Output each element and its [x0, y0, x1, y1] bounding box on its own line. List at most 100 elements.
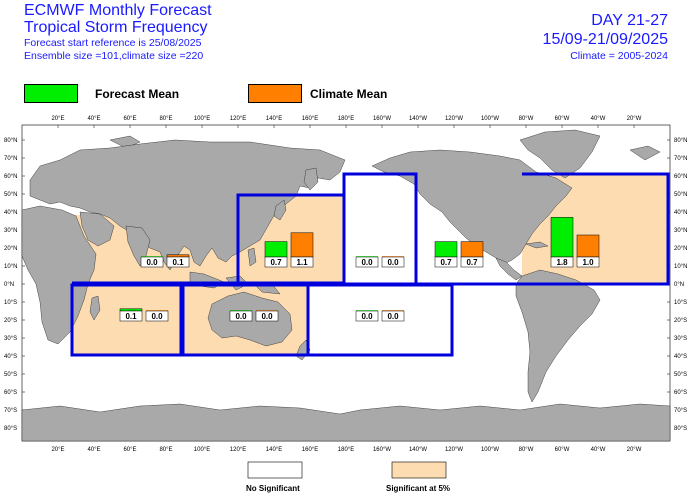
- lon-tick-top: 40°W: [591, 116, 606, 122]
- iceland: [629, 145, 661, 161]
- climate-value-box: [460, 256, 484, 268]
- lat-tick-right: 50°N: [674, 192, 687, 198]
- lat-tick-right: 80°S: [674, 426, 687, 432]
- lat-tick-left: 70°S: [4, 408, 17, 414]
- ensemble-size-text: Ensemble size =101,climate size =220: [24, 50, 204, 62]
- lon-tick-top: 160°W: [373, 116, 391, 122]
- lat-tick-right: 30°N: [674, 228, 687, 234]
- boundary-swi: [70, 283, 183, 357]
- climate-mean-swatch: [248, 84, 302, 103]
- lon-tick-top: 120°W: [445, 116, 463, 122]
- climate-value: 0.0: [387, 258, 399, 267]
- lon-tick-bottom: 120°E: [230, 447, 246, 453]
- lat-tick-left: 80°S: [4, 426, 17, 432]
- lon-tick-top: 80°E: [159, 116, 172, 122]
- climate-mean-label: Climate Mean: [310, 87, 388, 101]
- lat-tick-left: 40°N: [4, 210, 17, 216]
- forecast-bar: [434, 241, 458, 258]
- lat-tick-left: 50°N: [4, 192, 17, 198]
- lat-tick-left: 20°N: [4, 246, 17, 252]
- boundary-atlantic: [522, 172, 670, 286]
- lat-tick-left: 70°N: [4, 156, 17, 162]
- lon-tick-top: 140°E: [266, 116, 282, 122]
- climate-bar: [460, 241, 484, 258]
- lon-tick-top: 140°W: [409, 116, 427, 122]
- lon-tick-top: 60°W: [555, 116, 570, 122]
- lat-tick-left: 10°N: [4, 264, 17, 270]
- lat-tick-right: 70°S: [674, 408, 687, 414]
- central-america: [495, 257, 523, 281]
- lat-tick-right: 70°N: [674, 156, 687, 162]
- lat-tick-right: 60°N: [674, 174, 687, 180]
- climate-value: 0.0: [387, 312, 399, 321]
- climate-bar: [576, 234, 600, 258]
- lat-tick-left: 30°N: [4, 228, 17, 234]
- lat-tick-right: 50°S: [674, 372, 687, 378]
- forecast-mean-label: Forecast Mean: [95, 87, 180, 101]
- lat-tick-right: 20°N: [674, 246, 687, 252]
- longitude-ticks-bottom: 20°E 40°E 60°E 80°E 100°E 120°E 140°E 160°E 180°…: [51, 447, 641, 453]
- lon-tick-top: 80°W: [519, 116, 534, 122]
- lat-tick-left: 40°S: [4, 354, 17, 360]
- lon-tick-bottom: 160°W: [373, 447, 391, 453]
- forecast-value: 1.8: [556, 258, 568, 267]
- lon-tick-bottom: 20°W: [627, 447, 642, 453]
- forecast-value: 0.7: [270, 258, 282, 267]
- lat-tick-left: 20°S: [4, 318, 17, 324]
- lat-tick-right: 20°S: [674, 318, 687, 324]
- forecast-start-text: Forecast start reference is 25/08/2025: [24, 37, 202, 49]
- basin-boundaries: [70, 172, 670, 357]
- significant-label: Significant at 5%: [386, 484, 451, 493]
- lon-tick-bottom: 100°W: [481, 447, 499, 453]
- boundary-aus: [181, 283, 310, 357]
- region-western-north-pacific: 0.7 1.1: [264, 232, 314, 268]
- lat-tick-right: 10°N: [674, 264, 687, 270]
- lat-tick-right: 0°N: [674, 282, 684, 288]
- forecast-value: 0.0: [146, 258, 158, 267]
- day-range: DAY 21-27: [591, 12, 668, 29]
- forecast-value: 0.0: [235, 312, 247, 321]
- lat-tick-left: 60°N: [4, 174, 17, 180]
- lat-tick-left: 0°N: [4, 282, 14, 288]
- region-central-north-pacific: 0.0 0.0: [355, 256, 405, 268]
- lon-tick-bottom: 180°E: [338, 447, 354, 453]
- latitude-ticks-right: 80°N 70°N 60°N 50°N 40°N 30°N 20°N 10°N 0°N 10°S 2…: [674, 138, 687, 432]
- lon-tick-top: 20°W: [627, 116, 642, 122]
- lon-tick-bottom: 40°E: [87, 447, 100, 453]
- forecast-value: 0.0: [361, 258, 373, 267]
- forecast-value: 0.0: [361, 312, 373, 321]
- boundary-sp: [308, 283, 454, 357]
- lon-tick-bottom: 40°W: [591, 447, 606, 453]
- region-atlantic: 1.8 1.0: [550, 217, 600, 268]
- lat-tick-left: 60°S: [4, 390, 17, 396]
- forecast-value: 0.1: [125, 312, 137, 321]
- lon-tick-bottom: 60°E: [123, 447, 136, 453]
- japan: [273, 199, 287, 221]
- no-significant-label: No Significant: [246, 484, 300, 493]
- title-line-2: Tropical Storm Frequency: [24, 19, 208, 36]
- region-north-indian: 0.0 0.1: [140, 254, 190, 268]
- climate-value: 1.1: [296, 258, 308, 267]
- lat-tick-right: 30°S: [674, 336, 687, 342]
- lat-tick-right: 60°S: [674, 390, 687, 396]
- title-line-1: ECMWF Monthly Forecast: [24, 2, 212, 19]
- lon-tick-bottom: 140°E: [266, 447, 282, 453]
- forecast-mean-swatch: [24, 84, 78, 103]
- eurasia: [29, 139, 346, 271]
- africa: [21, 205, 97, 345]
- lon-tick-top: 160°E: [302, 116, 318, 122]
- antarctica: [21, 403, 671, 442]
- no-significant-swatch: [247, 461, 303, 479]
- lon-tick-top: 60°E: [123, 116, 136, 122]
- date-range: 15/09-21/09/2025: [542, 31, 668, 48]
- forecast-value-box: [355, 256, 379, 268]
- climate-value: 0.7: [466, 258, 478, 267]
- lon-tick-bottom: 20°E: [51, 447, 64, 453]
- climate-value: 0.1: [172, 258, 184, 267]
- lon-tick-bottom: 100°E: [194, 447, 210, 453]
- lon-tick-top: 120°E: [230, 116, 246, 122]
- forecast-bar: [264, 241, 288, 258]
- climate-value-box: [381, 256, 405, 268]
- forecast-value-box: [119, 310, 143, 322]
